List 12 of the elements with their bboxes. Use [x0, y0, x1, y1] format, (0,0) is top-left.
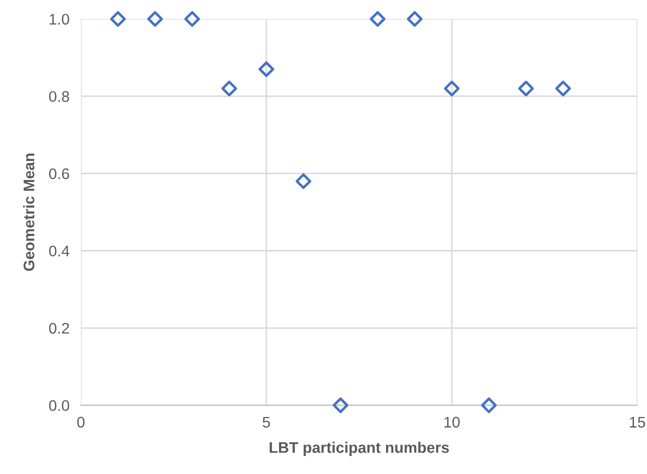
y-tick-label: 1.0: [50, 14, 70, 25]
x-tick-label: 0: [77, 416, 85, 428]
y-tick-label: 0.2: [49, 322, 69, 334]
y-tick-label: 0.4: [49, 246, 70, 256]
x-tick-label: 10: [444, 416, 460, 428]
x-tick-label: 5: [262, 416, 270, 428]
y-tick-label: 0.6: [49, 168, 70, 180]
y-axis-title: Geometric Mean: [23, 154, 34, 271]
y-tick-label: 0.8: [49, 91, 70, 102]
x-tick-label: 15: [630, 416, 646, 428]
y-tick-label: 0.0: [49, 400, 70, 411]
x-axis-title: LBT participant numbers: [270, 442, 449, 456]
